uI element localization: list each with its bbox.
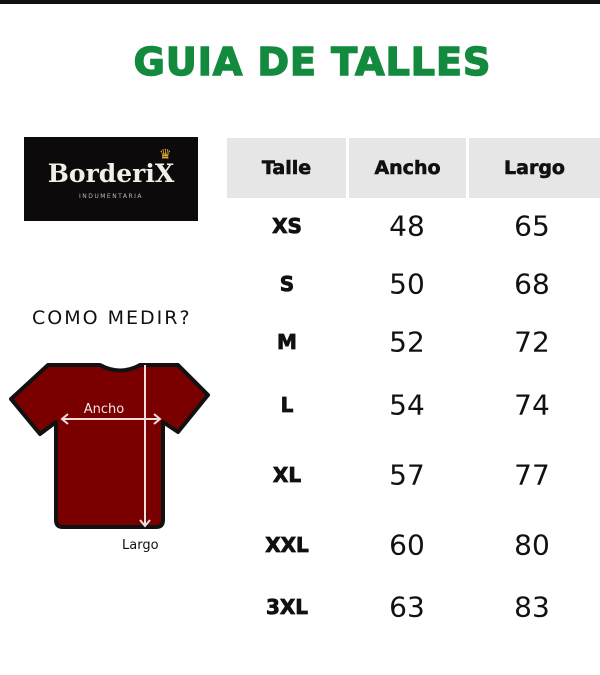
cell-talle: L	[280, 393, 294, 418]
cell-ancho: 60	[389, 528, 425, 562]
cell-largo: 77	[514, 458, 550, 492]
cell-largo: 68	[514, 267, 550, 301]
cell-ancho: 63	[389, 590, 425, 624]
cell-largo: 83	[514, 590, 550, 624]
cell-ancho: 52	[389, 325, 425, 359]
width-label: Ancho	[84, 402, 125, 417]
length-label: Largo	[122, 538, 159, 553]
cell-talle: 3XL	[265, 595, 309, 620]
cell-ancho: 57	[389, 458, 425, 492]
cell-ancho: 48	[389, 209, 425, 243]
cell-talle: XL	[272, 463, 302, 488]
how-to-measure-heading: COMO MEDIR?	[32, 307, 192, 329]
cell-ancho: 54	[389, 388, 425, 422]
cell-talle: XS	[272, 214, 303, 239]
cell-talle: XXL	[265, 533, 309, 558]
tshirt-diagram: Ancho	[9, 363, 210, 529]
tshirt-shape	[9, 363, 210, 529]
brand-name: BorderiX	[47, 159, 175, 188]
brand-tagline: INDUMENTARIA	[78, 193, 144, 200]
header-ancho: Ancho	[349, 138, 466, 198]
header-talle: Talle	[227, 138, 346, 198]
cell-largo: 80	[514, 528, 550, 562]
page-title: GUIA DE TALLES	[133, 39, 492, 85]
cell-largo: 65	[514, 209, 550, 243]
brand-logo: ♛ BorderiX INDUMENTARIA	[24, 137, 198, 221]
header-largo: Largo	[469, 138, 600, 198]
crown-icon: ♛	[159, 147, 172, 163]
cell-largo: 74	[514, 388, 550, 422]
cell-talle: S	[279, 272, 295, 297]
top-border	[0, 0, 600, 4]
cell-largo: 72	[514, 325, 550, 359]
cell-talle: M	[277, 330, 298, 355]
cell-ancho: 50	[389, 267, 425, 301]
